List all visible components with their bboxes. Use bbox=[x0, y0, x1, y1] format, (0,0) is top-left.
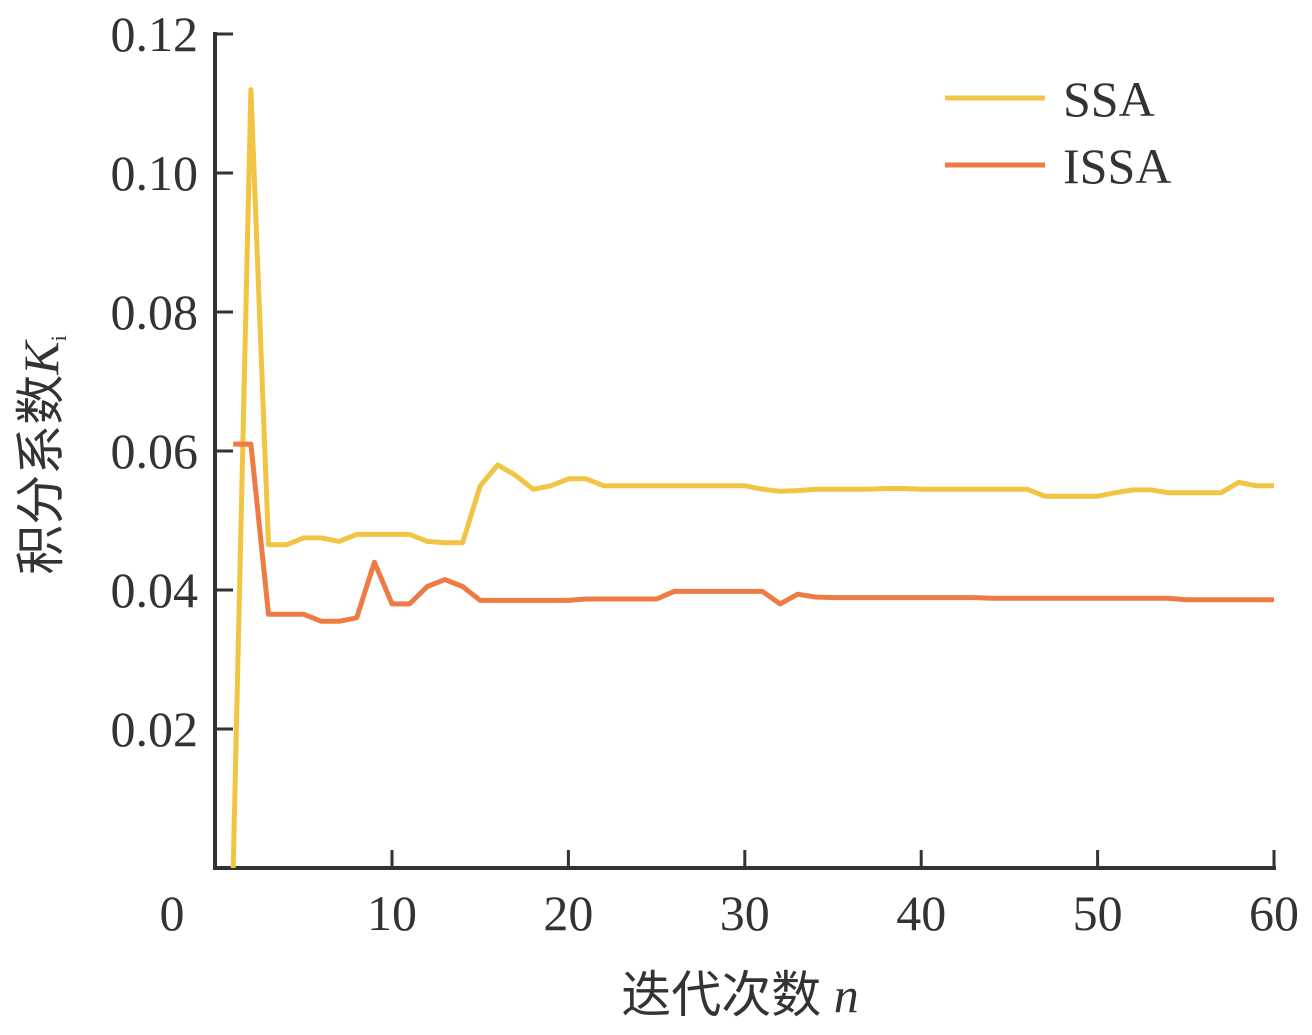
y-tick-label: 0.02 bbox=[111, 701, 199, 757]
x-tick-label: 20 bbox=[543, 885, 593, 941]
legend: SSA ISSA bbox=[945, 71, 1171, 194]
x-axis-label: 迭代次数 n bbox=[621, 967, 859, 1023]
x-tick-label: 10 bbox=[367, 885, 417, 941]
ticks: 0 10 20 30 40 50 60 0.02 0.04 0.06 0.08 0.10 0.12 bbox=[111, 6, 1300, 941]
y-tick-label: 0.08 bbox=[111, 284, 199, 340]
x-tick-label: 0 bbox=[160, 885, 185, 941]
x-tick-label: 30 bbox=[720, 885, 770, 941]
x-tick-label: 60 bbox=[1249, 885, 1299, 941]
series-line-issa bbox=[233, 441, 1274, 624]
x-tick-label: 50 bbox=[1073, 885, 1123, 941]
legend-label-issa: ISSA bbox=[1063, 138, 1171, 194]
y-axis-label: 积分系数Ki bbox=[13, 335, 71, 574]
y-tick-label: 0.06 bbox=[111, 423, 199, 479]
legend-label-ssa: SSA bbox=[1063, 71, 1155, 127]
series-line-ssa bbox=[230, 87, 1274, 869]
series-lines bbox=[230, 87, 1274, 869]
y-tick-label: 0.04 bbox=[111, 562, 199, 618]
x-tick-label: 40 bbox=[896, 885, 946, 941]
y-tick-label: 0.10 bbox=[111, 145, 199, 201]
y-tick-label: 0.12 bbox=[111, 6, 199, 62]
